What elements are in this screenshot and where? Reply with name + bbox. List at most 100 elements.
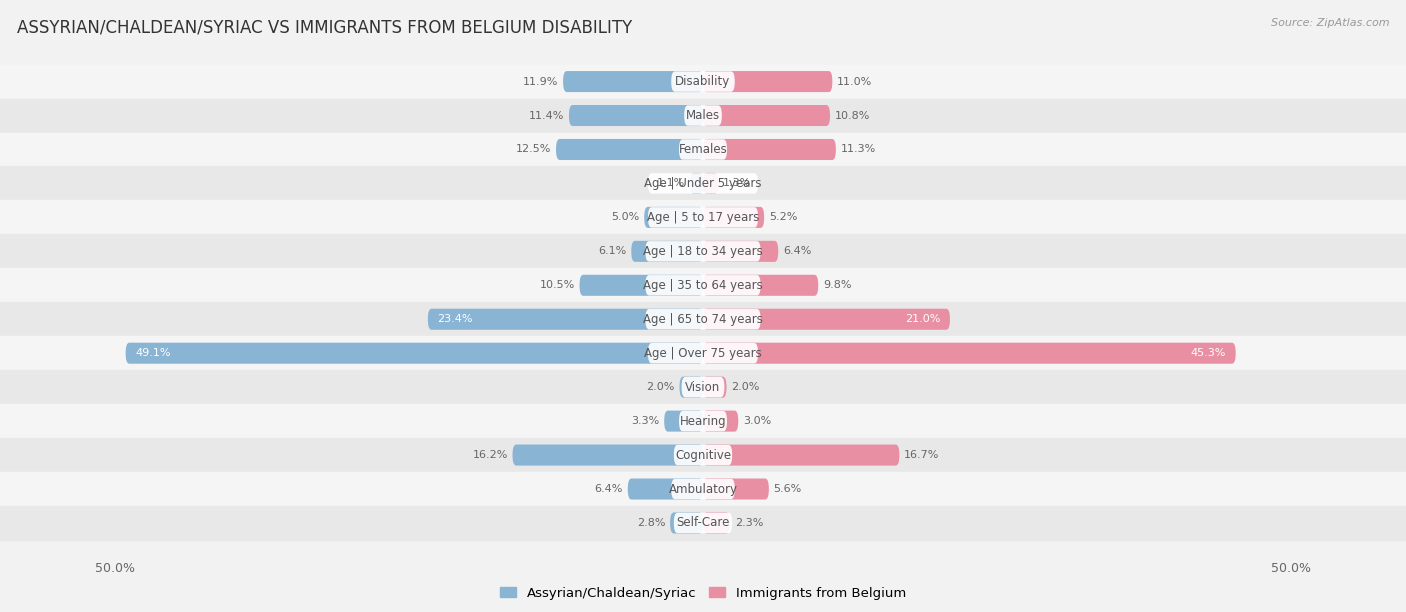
Text: 10.5%: 10.5%	[540, 280, 575, 290]
Text: 3.0%: 3.0%	[742, 416, 772, 426]
FancyBboxPatch shape	[671, 512, 703, 534]
Bar	[0, 133, 1406, 166]
FancyBboxPatch shape	[648, 343, 758, 364]
Text: 2.0%: 2.0%	[647, 382, 675, 392]
FancyBboxPatch shape	[125, 343, 703, 364]
Text: 5.2%: 5.2%	[769, 212, 797, 222]
Text: 2.8%: 2.8%	[637, 518, 665, 528]
Text: 11.0%: 11.0%	[837, 76, 872, 86]
Bar	[0, 438, 1406, 472]
Text: 6.4%: 6.4%	[783, 247, 811, 256]
Text: 11.4%: 11.4%	[529, 111, 564, 121]
FancyBboxPatch shape	[671, 72, 735, 92]
FancyBboxPatch shape	[690, 173, 703, 194]
FancyBboxPatch shape	[703, 512, 730, 534]
Text: 2.3%: 2.3%	[735, 518, 763, 528]
Text: 16.7%: 16.7%	[904, 450, 939, 460]
Text: 45.3%: 45.3%	[1191, 348, 1226, 358]
FancyBboxPatch shape	[579, 275, 703, 296]
Bar	[0, 166, 1406, 200]
Text: Vision: Vision	[685, 381, 721, 394]
Bar	[0, 200, 1406, 234]
FancyBboxPatch shape	[427, 308, 703, 330]
Text: 16.2%: 16.2%	[472, 450, 508, 460]
Text: Age | 35 to 64 years: Age | 35 to 64 years	[643, 279, 763, 292]
Text: Hearing: Hearing	[679, 414, 727, 428]
Text: 5.0%: 5.0%	[612, 212, 640, 222]
Text: Disability: Disability	[675, 75, 731, 88]
Text: 9.8%: 9.8%	[823, 280, 852, 290]
Bar	[0, 65, 1406, 99]
FancyBboxPatch shape	[679, 411, 727, 431]
Text: 5.6%: 5.6%	[773, 484, 801, 494]
FancyBboxPatch shape	[644, 207, 703, 228]
FancyBboxPatch shape	[703, 105, 830, 126]
FancyBboxPatch shape	[703, 71, 832, 92]
FancyBboxPatch shape	[627, 479, 703, 499]
FancyBboxPatch shape	[513, 444, 703, 466]
FancyBboxPatch shape	[645, 309, 761, 329]
Text: Age | Over 75 years: Age | Over 75 years	[644, 347, 762, 360]
Bar	[0, 370, 1406, 404]
Text: Age | 5 to 17 years: Age | 5 to 17 years	[647, 211, 759, 224]
Text: 1.3%: 1.3%	[723, 179, 751, 188]
FancyBboxPatch shape	[703, 207, 763, 228]
Text: Age | 18 to 34 years: Age | 18 to 34 years	[643, 245, 763, 258]
Text: Age | Under 5 years: Age | Under 5 years	[644, 177, 762, 190]
FancyBboxPatch shape	[703, 139, 837, 160]
Text: 49.1%: 49.1%	[135, 348, 170, 358]
Text: 11.3%: 11.3%	[841, 144, 876, 154]
FancyBboxPatch shape	[673, 513, 733, 533]
FancyBboxPatch shape	[703, 308, 950, 330]
Text: 6.1%: 6.1%	[599, 247, 627, 256]
Bar	[0, 234, 1406, 268]
Text: Females: Females	[679, 143, 727, 156]
FancyBboxPatch shape	[648, 207, 758, 228]
FancyBboxPatch shape	[562, 71, 703, 92]
Text: Ambulatory: Ambulatory	[668, 482, 738, 496]
FancyBboxPatch shape	[685, 105, 721, 125]
Text: ASSYRIAN/CHALDEAN/SYRIAC VS IMMIGRANTS FROM BELGIUM DISABILITY: ASSYRIAN/CHALDEAN/SYRIAC VS IMMIGRANTS F…	[17, 18, 633, 36]
Text: Age | 65 to 74 years: Age | 65 to 74 years	[643, 313, 763, 326]
FancyBboxPatch shape	[703, 376, 727, 398]
Text: 11.9%: 11.9%	[523, 76, 558, 86]
Text: Self-Care: Self-Care	[676, 517, 730, 529]
Text: Source: ZipAtlas.com: Source: ZipAtlas.com	[1271, 18, 1389, 28]
Text: 10.8%: 10.8%	[835, 111, 870, 121]
Bar	[0, 506, 1406, 540]
Bar	[0, 268, 1406, 302]
Bar	[0, 99, 1406, 133]
FancyBboxPatch shape	[673, 445, 733, 465]
FancyBboxPatch shape	[645, 241, 761, 261]
Text: 2.0%: 2.0%	[731, 382, 759, 392]
Text: Cognitive: Cognitive	[675, 449, 731, 461]
FancyBboxPatch shape	[671, 479, 735, 499]
Text: 3.3%: 3.3%	[631, 416, 659, 426]
FancyBboxPatch shape	[555, 139, 703, 160]
FancyBboxPatch shape	[645, 275, 761, 296]
FancyBboxPatch shape	[631, 241, 703, 262]
FancyBboxPatch shape	[703, 411, 738, 431]
Bar	[0, 404, 1406, 438]
FancyBboxPatch shape	[703, 275, 818, 296]
FancyBboxPatch shape	[703, 173, 718, 194]
FancyBboxPatch shape	[679, 376, 703, 398]
Bar	[0, 472, 1406, 506]
Text: 21.0%: 21.0%	[905, 314, 941, 324]
FancyBboxPatch shape	[679, 140, 727, 160]
Text: 12.5%: 12.5%	[516, 144, 551, 154]
Text: 6.4%: 6.4%	[595, 484, 623, 494]
Legend: Assyrian/Chaldean/Syriac, Immigrants from Belgium: Assyrian/Chaldean/Syriac, Immigrants fro…	[495, 581, 911, 605]
FancyBboxPatch shape	[703, 444, 900, 466]
Text: 23.4%: 23.4%	[437, 314, 472, 324]
FancyBboxPatch shape	[648, 173, 758, 193]
Bar	[0, 302, 1406, 336]
FancyBboxPatch shape	[703, 343, 1236, 364]
FancyBboxPatch shape	[682, 377, 724, 397]
FancyBboxPatch shape	[664, 411, 703, 431]
Text: Males: Males	[686, 109, 720, 122]
Text: 1.1%: 1.1%	[657, 179, 685, 188]
FancyBboxPatch shape	[569, 105, 703, 126]
FancyBboxPatch shape	[703, 241, 779, 262]
Bar	[0, 336, 1406, 370]
